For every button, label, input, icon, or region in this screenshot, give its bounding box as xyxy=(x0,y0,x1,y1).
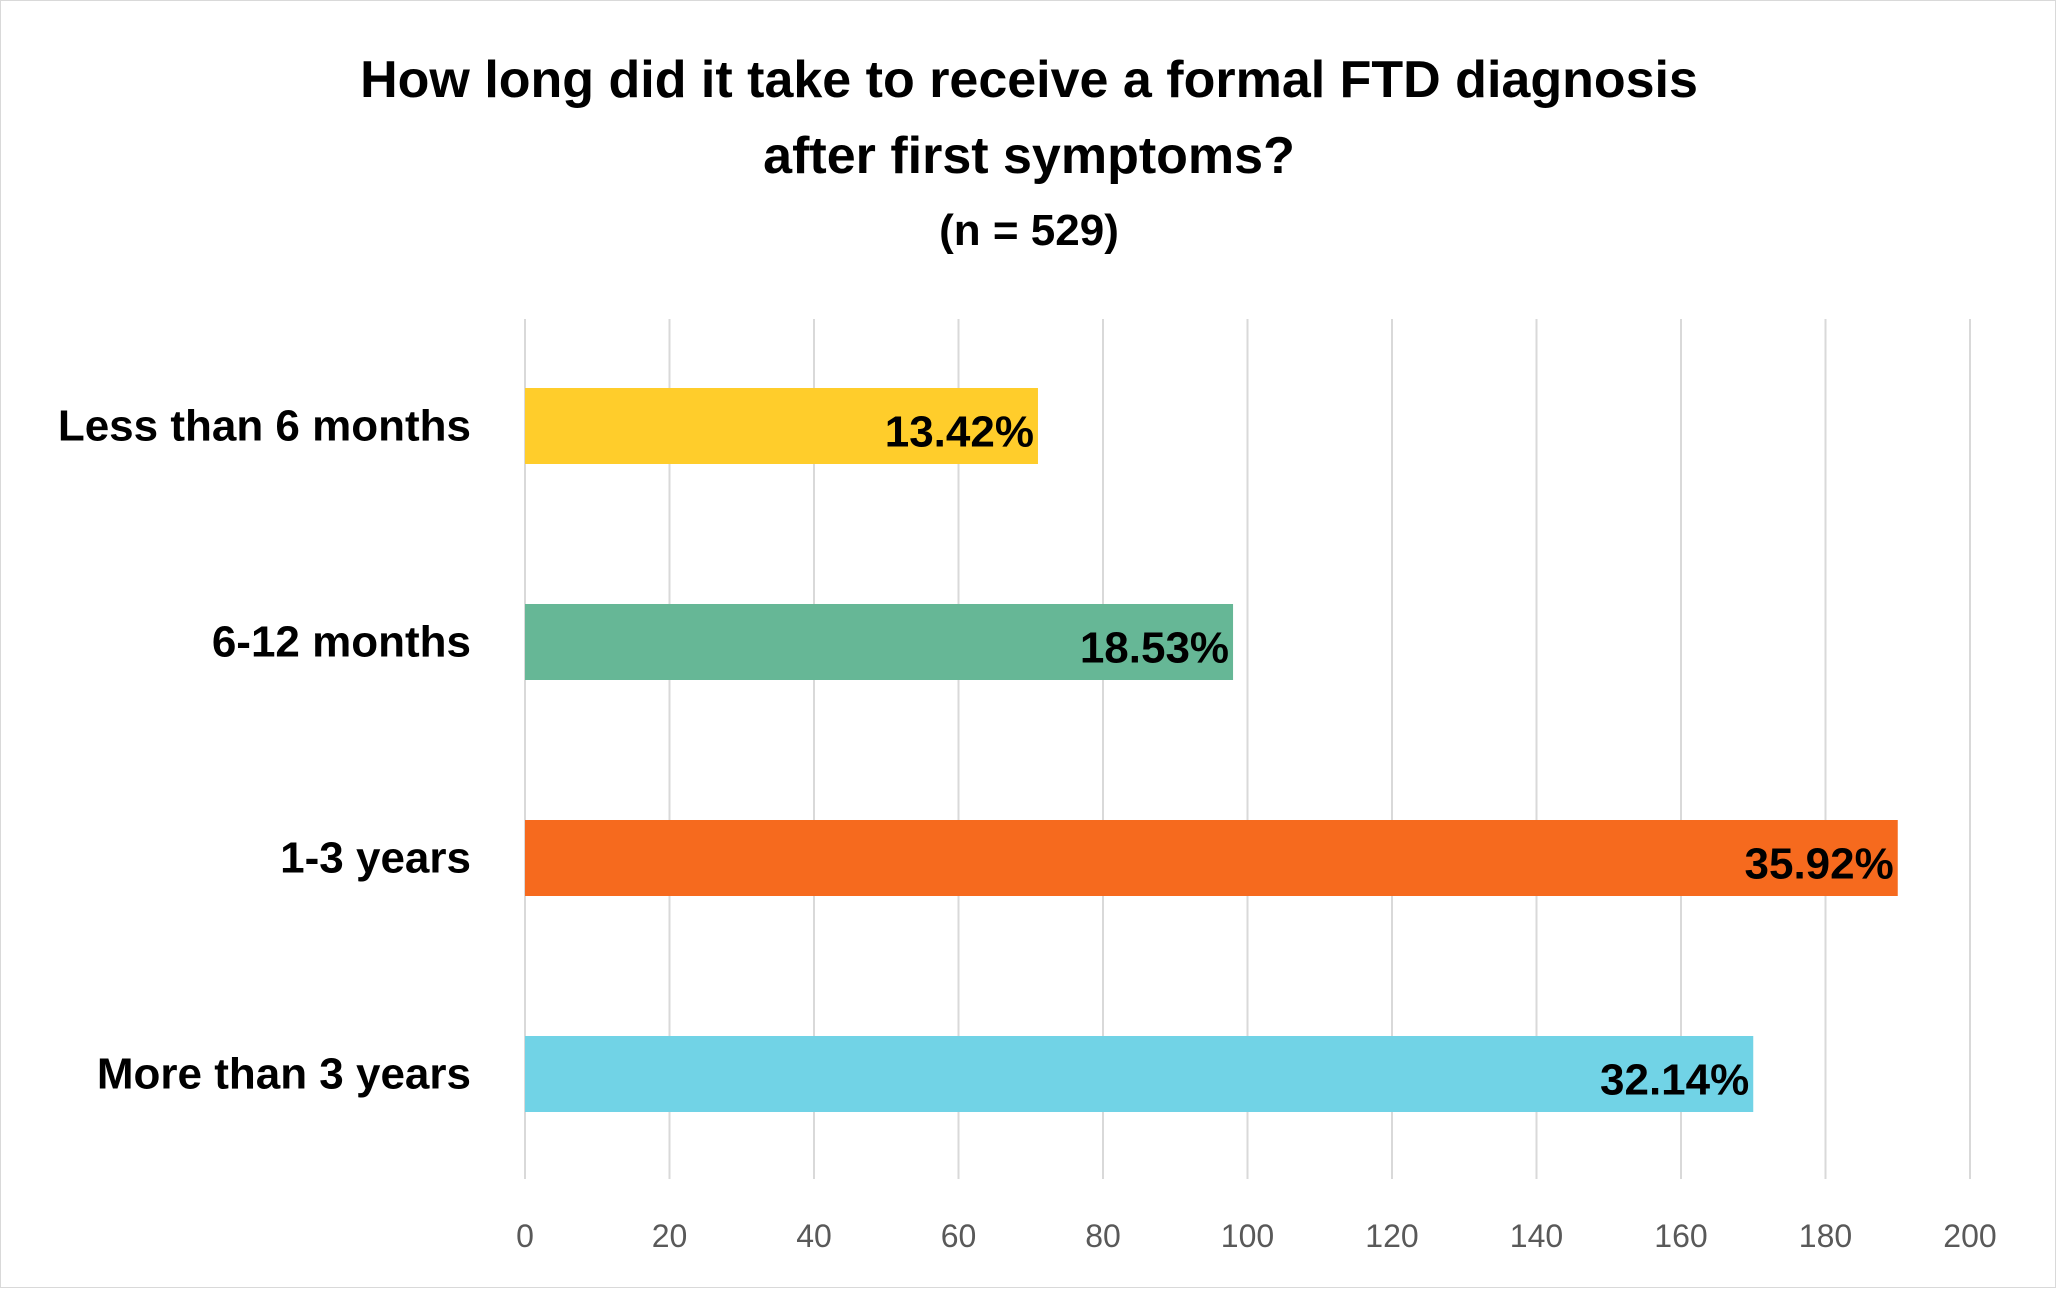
bar-more-than-3-years xyxy=(525,1036,1754,1112)
tick-label-160: 160 xyxy=(1654,1218,1707,1254)
bar-1-3-years xyxy=(525,820,1898,896)
chart-title-line-2: after first symptoms? xyxy=(763,127,1295,185)
data-label-6-12-months: 18.53% xyxy=(1080,624,1229,673)
data-label-1-3-years: 35.92% xyxy=(1745,840,1894,889)
tick-label-120: 120 xyxy=(1365,1218,1418,1254)
chart-subtitle: (n = 529) xyxy=(939,206,1119,255)
data-label-less-than-6-months: 13.42% xyxy=(885,408,1034,457)
bars xyxy=(525,388,1898,1112)
bar-less-than-6-months xyxy=(525,388,1038,464)
category-label-less-than-6-months: Less than 6 months xyxy=(58,402,471,451)
data-labels: 13.42% 18.53% 35.92% 32.14% xyxy=(885,408,1894,1105)
tick-label-100: 100 xyxy=(1221,1218,1274,1254)
bar-6-12-months xyxy=(525,604,1234,680)
tick-label-60: 60 xyxy=(941,1218,977,1254)
tick-label-80: 80 xyxy=(1085,1218,1121,1254)
category-label-6-12-months: 6-12 months xyxy=(212,618,471,667)
tick-label-140: 140 xyxy=(1510,1218,1563,1254)
tick-label-180: 180 xyxy=(1799,1218,1852,1254)
tick-label-40: 40 xyxy=(796,1218,832,1254)
category-label-1-3-years: 1-3 years xyxy=(280,834,471,883)
chart-title-line-1: How long did it take to receive a formal… xyxy=(360,51,1698,109)
x-axis-tick-labels: 0 20 40 60 80 100 120 140 160 180 200 xyxy=(516,1218,1997,1254)
category-label-more-than-3-years: More than 3 years xyxy=(97,1050,471,1099)
tick-label-200: 200 xyxy=(1943,1218,1996,1254)
tick-label-0: 0 xyxy=(516,1218,534,1254)
category-labels: Less than 6 months 6-12 months 1-3 years Mo… xyxy=(58,402,471,1099)
data-label-more-than-3-years: 32.14% xyxy=(1600,1056,1749,1105)
tick-label-20: 20 xyxy=(652,1218,688,1254)
